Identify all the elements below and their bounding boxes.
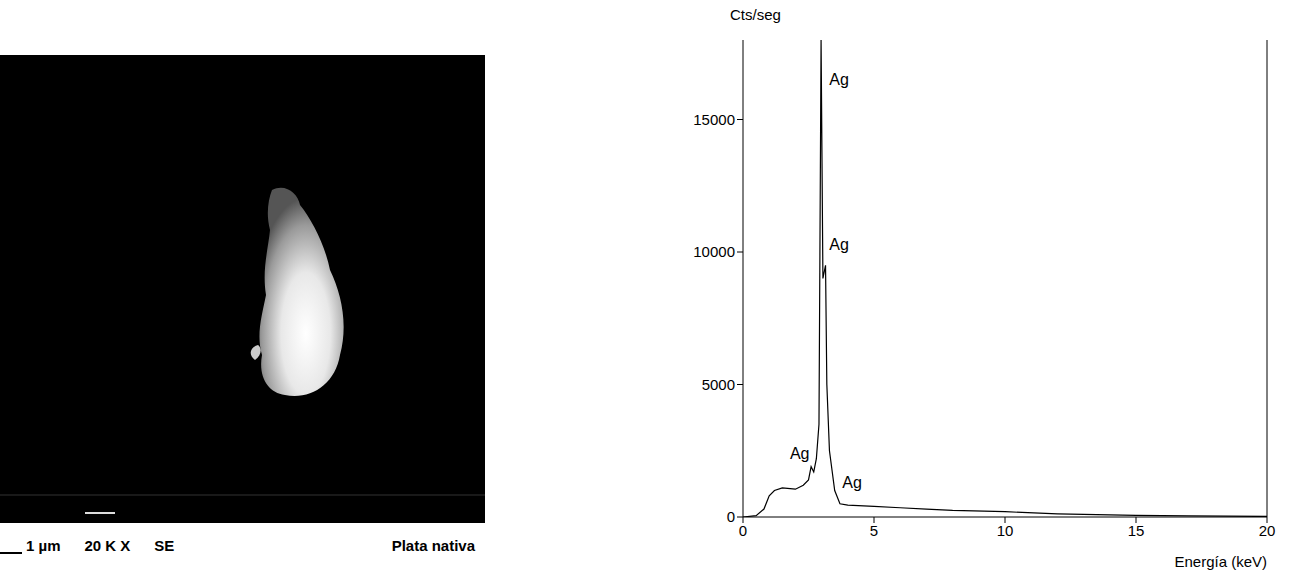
svg-text:Energía (keV): Energía (keV) bbox=[1174, 553, 1267, 570]
html-text:Plata nativa: Plata nativa bbox=[391, 537, 475, 554]
svg-text:10: 10 bbox=[997, 522, 1014, 539]
svg-text:Ag: Ag bbox=[829, 236, 849, 253]
svg-text:Ag: Ag bbox=[790, 445, 810, 462]
svg-text:20: 20 bbox=[1259, 522, 1276, 539]
svg-text:5000: 5000 bbox=[702, 376, 735, 393]
html-text:1 µm: 1 µm bbox=[26, 537, 61, 554]
svg-text:10000: 10000 bbox=[693, 243, 735, 260]
svg-text:15: 15 bbox=[1128, 522, 1145, 539]
svg-text:15000: 15000 bbox=[693, 111, 735, 128]
svg-text:0: 0 bbox=[739, 522, 747, 539]
svg-text:0: 0 bbox=[727, 508, 735, 525]
html-text:SE: SE bbox=[154, 537, 175, 554]
svg-text:5: 5 bbox=[870, 522, 878, 539]
html-text:Cts/seg: Cts/seg bbox=[730, 6, 781, 23]
svg-text:Ag: Ag bbox=[829, 71, 849, 88]
svg-text:Ag: Ag bbox=[842, 474, 862, 491]
html-text:20 K X: 20 K X bbox=[84, 537, 131, 554]
